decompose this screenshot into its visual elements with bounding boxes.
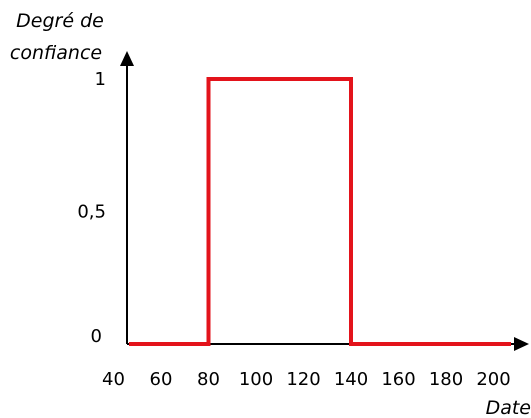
- y-axis-label-line-1: Degré de: [16, 10, 104, 32]
- y-axis-label-line-2: confiance: [10, 42, 102, 64]
- y-tick-label: 0: [91, 326, 102, 347]
- x-tick-labels: 40 60 80 100 120 140 160 180 200: [102, 369, 511, 390]
- x-tick-label: 40: [102, 369, 125, 390]
- x-axis-label: Date: [486, 397, 531, 418]
- y-tick-label: 1: [95, 69, 106, 90]
- x-tick-label: 100: [239, 369, 273, 390]
- x-tick-label: 60: [150, 369, 173, 390]
- x-tick-label: 140: [334, 369, 368, 390]
- axes: [120, 51, 529, 351]
- x-tick-label: 120: [286, 369, 320, 390]
- y-axis-arrow: [120, 51, 134, 66]
- x-tick-label: 160: [381, 369, 415, 390]
- plot-series: [129, 77, 511, 346]
- x-tick-label: 80: [197, 369, 220, 390]
- y-tick-labels: 00,51: [77, 69, 106, 347]
- series-line: [129, 77, 511, 346]
- y-axis-label: Degré de confiance: [10, 10, 104, 64]
- x-tick-label: 180: [429, 369, 463, 390]
- x-axis-arrow: [514, 337, 529, 351]
- x-tick-label: 200: [476, 369, 510, 390]
- y-tick-label: 0,5: [77, 202, 106, 223]
